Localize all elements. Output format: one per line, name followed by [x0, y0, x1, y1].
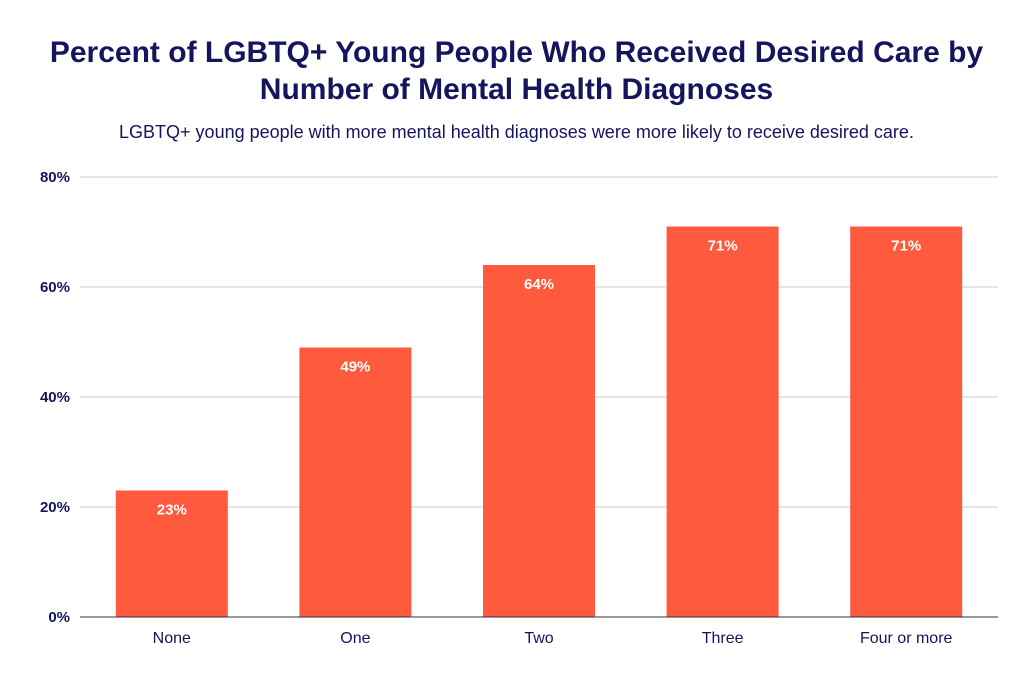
data-label: 23%: [157, 502, 187, 519]
y-tick-label: 40%: [40, 389, 70, 406]
bar-none: [115, 490, 228, 617]
data-labels: 23% 49% 64% 71% 71%: [157, 238, 921, 519]
chart-subtitle: LGBTQ+ young people with more mental hea…: [119, 122, 914, 142]
x-tick-label: Three: [702, 630, 744, 647]
bar-four-or-more: [850, 226, 963, 617]
data-label: 71%: [708, 238, 738, 255]
y-tick-label: 80%: [40, 169, 70, 186]
bar-three: [666, 226, 779, 617]
bar-two: [483, 265, 595, 617]
y-tick-label: 0%: [48, 609, 70, 626]
y-tick-label: 20%: [40, 499, 70, 516]
bar-one: [299, 347, 412, 617]
data-label: 71%: [891, 238, 921, 255]
data-label: 64%: [524, 276, 554, 293]
data-label: 49%: [340, 359, 370, 376]
x-tick-label: One: [340, 630, 370, 647]
y-tick-label: 60%: [40, 279, 70, 296]
x-tick-label: Two: [524, 630, 553, 647]
x-tick-label: None: [153, 630, 191, 647]
chart-title: Percent of LGBTQ+ Young People Who Recei…: [49, 36, 984, 106]
x-tick-label: Four or more: [860, 630, 953, 647]
bars: [115, 226, 963, 617]
y-axis-ticks: 0% 20% 40% 60% 80%: [40, 169, 70, 626]
x-axis-ticks: None One Two Three Four or more: [153, 630, 953, 647]
